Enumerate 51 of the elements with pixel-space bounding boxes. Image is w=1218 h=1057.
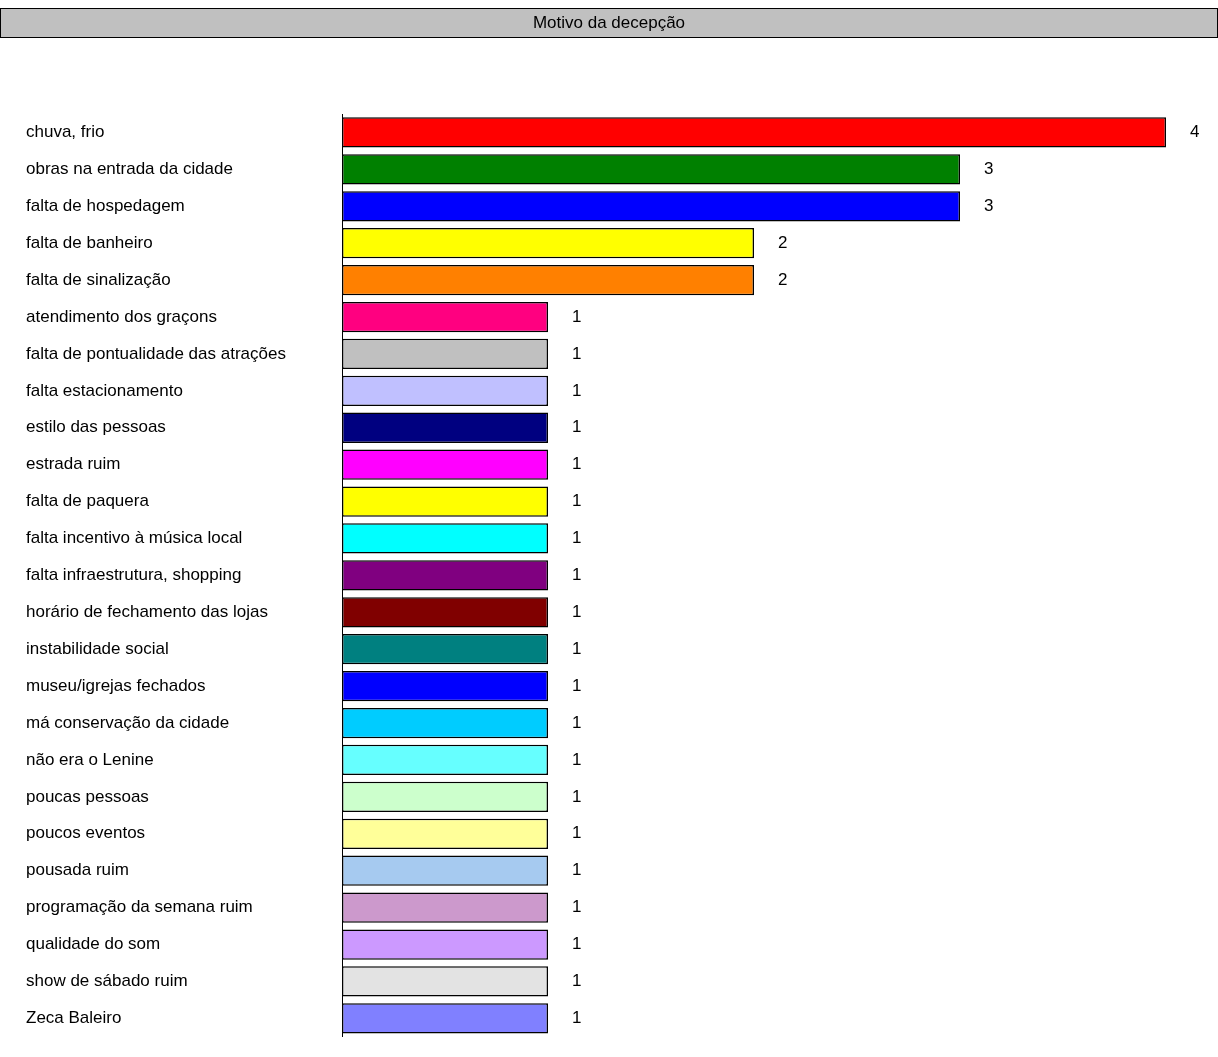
- data-label: 1: [572, 1008, 582, 1028]
- y-tick-label: falta de sinalização: [26, 269, 171, 289]
- y-tick-label: falta de hospedagem: [26, 195, 185, 215]
- y-tick-label: qualidade do som: [26, 934, 161, 954]
- data-label: 3: [984, 159, 994, 179]
- y-tick-label: show de sábado ruim: [26, 971, 188, 991]
- y-tick-label: museu/igrejas fechados: [26, 675, 206, 695]
- data-label: 2: [778, 232, 788, 252]
- data-label: 1: [572, 897, 582, 917]
- y-tick-label: falta de pontualidade das atrações: [26, 343, 286, 363]
- data-label: 1: [572, 675, 582, 695]
- y-tick-label: horário de fechamento das lojas: [26, 602, 268, 621]
- y-tick-label: Zeca Baleiro: [26, 1008, 122, 1028]
- y-tick-label: estrada ruim: [26, 454, 121, 474]
- data-label: 1: [572, 491, 582, 511]
- y-tick-label: atendimento dos graçons: [26, 306, 217, 326]
- data-label: 1: [572, 786, 582, 806]
- y-tick-label: instabilidade social: [26, 638, 169, 658]
- data-label: 1: [572, 528, 582, 548]
- data-label: 1: [572, 749, 582, 769]
- data-label: 1: [572, 602, 582, 621]
- chart-title: Motivo da decepção: [0, 8, 1218, 38]
- y-tick-label: falta infraestrutura, shopping: [26, 565, 242, 585]
- data-label: 1: [572, 638, 582, 658]
- data-label: 1: [572, 971, 582, 991]
- y-tick-label: poucos eventos: [26, 823, 146, 843]
- y-tick-label: falta incentivo à música local: [26, 528, 243, 548]
- data-label: 1: [572, 712, 582, 732]
- data-label: 1: [572, 454, 582, 474]
- data-label: 1: [572, 306, 582, 326]
- data-label: 3: [984, 195, 994, 215]
- y-tick-label: não era o Lenine: [26, 749, 154, 769]
- data-label: 2: [778, 269, 788, 289]
- y-tick-label: pousada ruim: [26, 860, 130, 880]
- y-tick-label: má conservação da cidade: [26, 712, 230, 732]
- data-label: 1: [572, 934, 582, 954]
- data-label: 1: [572, 417, 582, 437]
- y-tick-label: chuva, frio: [26, 122, 105, 142]
- y-tick-label: falta de paquera: [26, 491, 150, 511]
- data-label: 1: [572, 823, 582, 843]
- y-tick-label: obras na entrada da cidade: [26, 159, 233, 179]
- data-label: 1: [572, 565, 582, 585]
- data-label: 1: [572, 343, 582, 363]
- y-tick-label: estilo das pessoas: [26, 417, 166, 437]
- data-label: 1: [572, 380, 582, 400]
- y-tick-label: falta estacionamento: [26, 380, 183, 400]
- y-tick-label: poucas pessoas: [26, 786, 149, 806]
- y-tick-label: falta de banheiro: [26, 232, 153, 252]
- data-label: 1: [572, 860, 582, 880]
- y-tick-label: programação da semana ruim: [26, 897, 253, 917]
- data-label: 4: [1190, 122, 1200, 142]
